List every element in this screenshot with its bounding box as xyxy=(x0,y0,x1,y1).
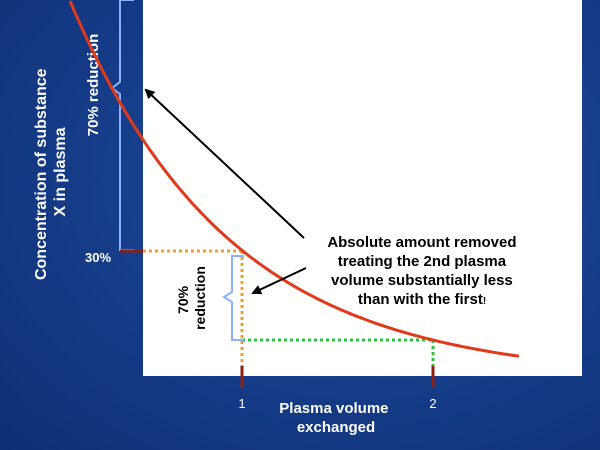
second-reduction-line-1: 70% xyxy=(175,285,191,314)
second-reduction-bracket xyxy=(222,255,244,341)
x-tick-label-2: 2 xyxy=(429,396,436,411)
y-axis-title: Concentration of substance X in plasma xyxy=(33,64,69,280)
y-tick-30: 30% xyxy=(85,250,111,265)
callout-arrow-up xyxy=(144,88,305,239)
callout-line-4: than with the first xyxy=(358,291,483,308)
callout-line-2: treating the 2nd plasma xyxy=(338,253,507,270)
first-reduction-bracket xyxy=(110,0,134,251)
callout-line-1: Absolute amount removed xyxy=(327,234,516,251)
reference-lines xyxy=(120,249,435,366)
second-reduction-label: 70% reduction xyxy=(175,266,208,330)
x-tick-label-1: 1 xyxy=(238,396,245,411)
concentration-curve xyxy=(68,0,520,358)
callout-line-3: volume substantially less xyxy=(331,272,513,289)
callout-mark: ! xyxy=(483,296,486,307)
y-axis-title-line-2: X in plasma xyxy=(52,127,69,216)
callout-arrow-down xyxy=(251,267,307,295)
y-axis-title-line-1: Concentration of substance xyxy=(33,68,50,280)
second-reduction-line-2: reduction xyxy=(192,266,208,330)
x-axis-title: Plasma volume exchanged xyxy=(279,400,392,436)
x-axis-title-line-2: exchanged xyxy=(297,419,375,436)
x-axis-title-line-1: Plasma volume xyxy=(279,400,388,417)
first-reduction-label: 70% reduction xyxy=(85,34,102,137)
callout-text: Absolute amount removed treating the 2nd… xyxy=(327,234,520,308)
plot-area xyxy=(143,0,582,376)
